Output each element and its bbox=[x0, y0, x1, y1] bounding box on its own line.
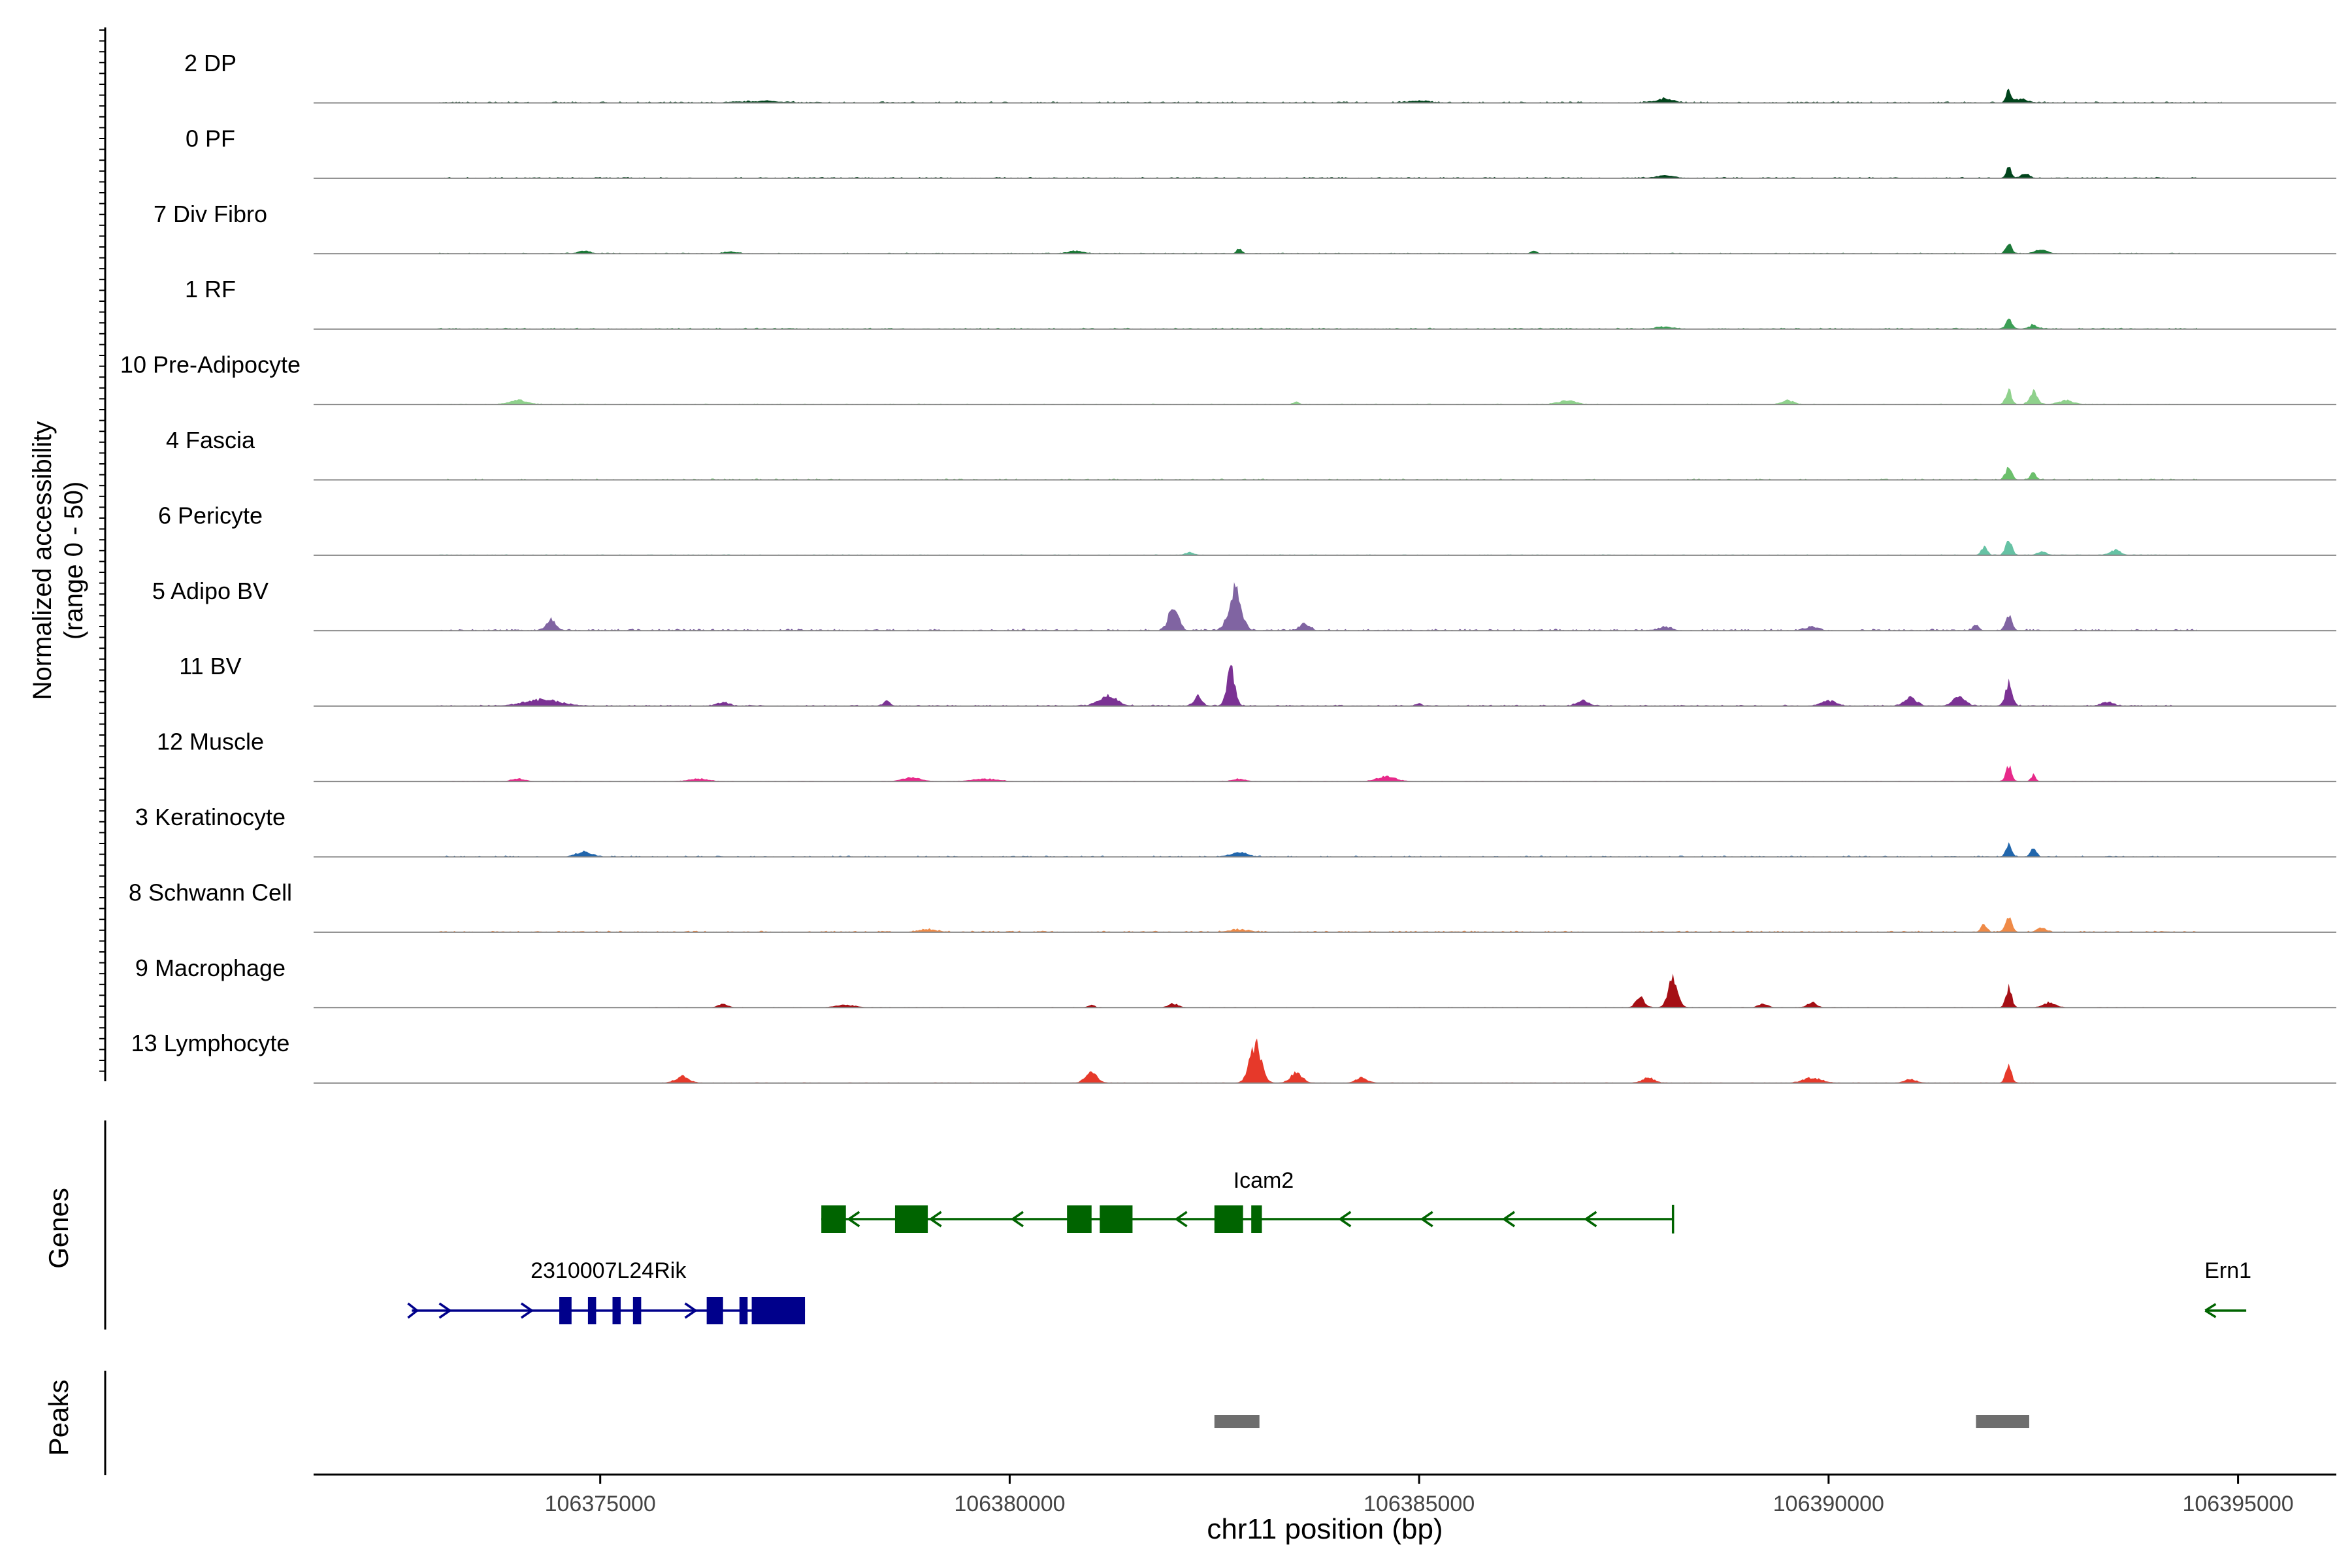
track-13: 9 Macrophage bbox=[135, 955, 2336, 1009]
track-14: 13 Lymphocyte bbox=[131, 1030, 2336, 1084]
coverage-area bbox=[436, 167, 2197, 178]
x-tick-label: 106375000 bbox=[545, 1492, 656, 1516]
x-tick-label: 106380000 bbox=[954, 1492, 1065, 1516]
track-2: 0 PF bbox=[186, 125, 2336, 179]
track-label: 9 Macrophage bbox=[135, 955, 286, 981]
exon-block bbox=[821, 1205, 846, 1233]
exon-block bbox=[1251, 1205, 1262, 1233]
exon-block bbox=[739, 1297, 748, 1324]
exon-block bbox=[559, 1297, 572, 1324]
coverage-area bbox=[436, 582, 2197, 630]
y-axis-range-label: (range 0 - 50) bbox=[59, 482, 88, 640]
track-label: 7 Div Fibro bbox=[154, 201, 267, 227]
track-12: 8 Schwann Cell bbox=[129, 879, 2336, 933]
coverage-area bbox=[436, 466, 2197, 480]
track-label: 13 Lymphocyte bbox=[131, 1030, 290, 1056]
x-axis-label: chr11 position (bp) bbox=[1207, 1513, 1443, 1545]
x-tick-label: 106395000 bbox=[2182, 1492, 2293, 1516]
strand-arrow bbox=[2204, 1303, 2217, 1318]
track-label: 8 Schwann Cell bbox=[129, 879, 292, 906]
peaks-panel bbox=[104, 1371, 2029, 1475]
strand-arrow bbox=[438, 1302, 451, 1319]
strand-arrow bbox=[1421, 1211, 1433, 1228]
track-label: 10 Pre-Adipocyte bbox=[120, 351, 301, 378]
coverage-area bbox=[436, 541, 2197, 555]
track-label: 0 PF bbox=[186, 125, 235, 152]
exon-block bbox=[894, 1205, 928, 1233]
coverage-area bbox=[657, 1038, 2042, 1083]
track-8: 5 Adipo BV bbox=[152, 578, 2336, 632]
track-label: 1 RF bbox=[185, 276, 236, 302]
track-5: 10 Pre-Adipocyte bbox=[120, 351, 2336, 406]
exon-block bbox=[612, 1297, 621, 1324]
x-axis: 106375000 106380000 106385000 106390000 1063… bbox=[314, 1473, 2336, 1516]
exon-block bbox=[706, 1297, 723, 1324]
track-label: 4 Fascia bbox=[166, 427, 255, 453]
exon-block bbox=[1067, 1205, 1092, 1233]
exon-block bbox=[751, 1297, 806, 1324]
strand-arrow bbox=[684, 1302, 696, 1319]
gene-name-label: Ern1 bbox=[2204, 1258, 2251, 1283]
genes-panel-label: Genes bbox=[43, 1188, 74, 1269]
coverage-area bbox=[436, 318, 2197, 329]
strand-arrow bbox=[407, 1302, 419, 1319]
coverage-tracks: 2 DP 0 PF 7 Div Fibro 1 RF 10 Pre-Adipocyte 4… bbox=[120, 50, 2336, 1084]
strand-arrow bbox=[848, 1211, 860, 1228]
strand-arrow bbox=[1339, 1211, 1352, 1228]
gene-Ern1: Ern1 bbox=[2204, 1258, 2251, 1318]
strand-arrow bbox=[930, 1211, 942, 1228]
track-3: 7 Div Fibro bbox=[154, 201, 2336, 255]
coverage-area bbox=[641, 973, 2157, 1007]
coverage-area bbox=[436, 842, 2222, 857]
exon-block bbox=[632, 1297, 642, 1324]
coverage-area bbox=[436, 765, 2173, 781]
gene-name-label: 2310007L24Rik bbox=[531, 1258, 687, 1283]
exon-block bbox=[587, 1297, 596, 1324]
coverage-area bbox=[436, 664, 2173, 706]
track-11: 3 Keratinocyte bbox=[135, 804, 2336, 858]
track-10: 12 Muscle bbox=[157, 728, 2336, 783]
strand-arrow bbox=[1175, 1211, 1188, 1228]
track-label: 12 Muscle bbox=[157, 728, 264, 755]
track-1: 2 DP bbox=[184, 50, 2336, 104]
strand-arrow bbox=[1503, 1211, 1516, 1228]
peaks-panel-label: Peaks bbox=[43, 1380, 74, 1456]
peak-region bbox=[1976, 1415, 2029, 1428]
track-label: 11 BV bbox=[179, 653, 241, 679]
coverage-area bbox=[436, 243, 2197, 253]
strand-arrow bbox=[520, 1302, 532, 1319]
strand-arrow bbox=[1585, 1211, 1597, 1228]
coverage-area bbox=[436, 88, 2222, 103]
y-axis-label: Normalized accessibility bbox=[28, 421, 57, 700]
coverage-area bbox=[436, 917, 2197, 932]
gene-Icam2: Icam2 bbox=[821, 1168, 1674, 1233]
strand-arrow bbox=[1011, 1211, 1024, 1228]
track-label: 2 DP bbox=[184, 50, 237, 76]
x-tick-label: 106390000 bbox=[1773, 1492, 1884, 1516]
x-tick-label: 106385000 bbox=[1364, 1492, 1475, 1516]
coverage-area bbox=[436, 388, 2197, 404]
track-label: 6 Pericyte bbox=[158, 502, 263, 529]
gene-name-label: Icam2 bbox=[1233, 1168, 1294, 1193]
genes-panel: Icam2 2310007L24Rik Ern1 bbox=[104, 1120, 2251, 1330]
track-7: 6 Pericyte bbox=[158, 502, 2336, 556]
track-6: 4 Fascia bbox=[166, 427, 2336, 481]
exon-block bbox=[1100, 1205, 1133, 1233]
track-label: 3 Keratinocyte bbox=[135, 804, 286, 830]
track-9: 11 BV bbox=[179, 653, 2336, 707]
gene-2310007L24Rik: 2310007L24Rik bbox=[407, 1258, 806, 1324]
peak-region bbox=[1214, 1415, 1260, 1428]
accessibility-y-axis bbox=[99, 27, 106, 1081]
track-label: 5 Adipo BV bbox=[152, 578, 269, 604]
track-4: 1 RF bbox=[185, 276, 2336, 330]
exon-block bbox=[1214, 1205, 1243, 1233]
